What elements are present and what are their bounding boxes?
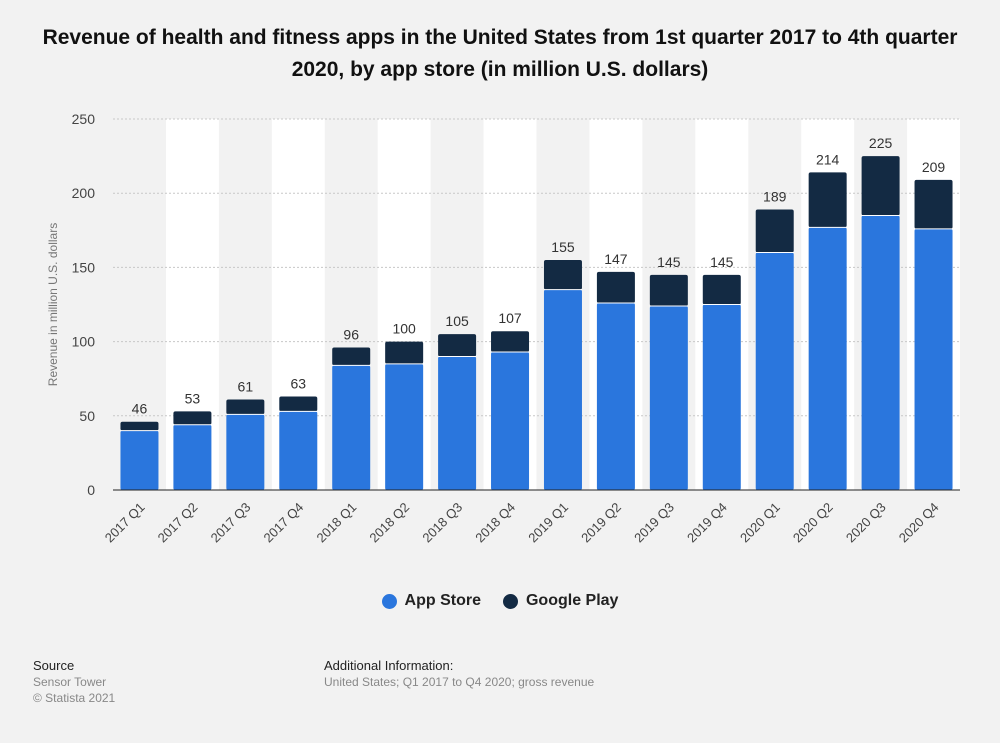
bar-google-play xyxy=(438,334,477,357)
bar-google-play xyxy=(755,209,794,253)
bar-total-label: 155 xyxy=(551,239,575,255)
y-tick-label: 50 xyxy=(79,408,95,424)
bar-total-label: 214 xyxy=(816,151,840,167)
bar-app-store xyxy=(173,424,212,490)
chart-svg: 0 50 100 150 200 250 Revenue in million U.S. d… xyxy=(46,111,960,546)
x-tick-label: 2018 Q1 xyxy=(313,500,359,546)
bar-total-label: 96 xyxy=(343,327,359,343)
bar-google-play xyxy=(332,347,371,366)
source-block: Source Sensor Tower © Statista 2021 xyxy=(33,658,115,706)
bar-app-store xyxy=(226,414,265,490)
legend-label-google-play: Google Play xyxy=(525,592,619,609)
y-tick-label: 0 xyxy=(87,482,95,498)
x-tick-label: 2020 Q1 xyxy=(737,500,783,546)
bar-app-store xyxy=(385,363,424,490)
chart-title: Revenue of health and fitness apps in th… xyxy=(42,26,958,81)
source-heading: Source xyxy=(33,658,75,673)
additional-info-text: United States; Q1 2017 to Q4 2020; gross… xyxy=(324,675,595,689)
x-tick-label: 2019 Q1 xyxy=(525,500,571,546)
bar-google-play xyxy=(861,156,900,216)
bar-app-store xyxy=(596,303,635,490)
bar-google-play xyxy=(649,274,688,306)
y-tick-label: 150 xyxy=(72,259,96,275)
bar-google-play xyxy=(914,179,953,229)
legend-item-app-store[interactable]: App Store xyxy=(381,592,481,610)
bar-google-play xyxy=(596,271,635,304)
legend-swatch-app-store xyxy=(381,593,397,609)
bar-app-store xyxy=(543,289,582,490)
bar-total-label: 105 xyxy=(445,313,469,329)
legend-label-app-store: App Store xyxy=(404,592,481,609)
x-tick-label: 2020 Q2 xyxy=(790,500,836,546)
x-tick-label: 2019 Q4 xyxy=(684,500,730,546)
bar-google-play xyxy=(543,259,582,290)
bar-total-label: 46 xyxy=(132,401,148,417)
bar-google-play xyxy=(120,421,159,431)
y-axis-label: Revenue in million U.S. dollars xyxy=(46,223,60,386)
bar-total-label: 147 xyxy=(604,251,628,267)
bar-app-store xyxy=(649,305,688,490)
bar-google-play xyxy=(279,396,318,412)
y-tick-label: 200 xyxy=(72,185,96,201)
x-tick-label: 2017 Q2 xyxy=(155,500,201,546)
x-tick-label: 2018 Q3 xyxy=(419,500,465,546)
bar-app-store xyxy=(279,411,318,490)
bar-app-store xyxy=(120,430,159,490)
y-tick-label: 100 xyxy=(72,334,96,350)
bar-google-play xyxy=(808,172,847,228)
x-tick-label: 2017 Q3 xyxy=(208,500,254,546)
legend: App Store Google Play xyxy=(0,592,1000,610)
bar-app-store xyxy=(438,356,477,490)
bar-app-store xyxy=(491,351,530,490)
bar-app-store xyxy=(332,365,371,490)
x-tick-label: 2020 Q4 xyxy=(896,500,942,546)
bar-app-store xyxy=(861,215,900,490)
bar-app-store xyxy=(755,252,794,490)
x-tick-label: 2018 Q4 xyxy=(472,500,518,546)
x-tick-label: 2018 Q2 xyxy=(366,500,412,546)
bar-total-label: 145 xyxy=(710,254,734,270)
bar-total-label: 209 xyxy=(922,159,946,175)
bar-total-label: 63 xyxy=(290,376,306,392)
y-tick-label: 250 xyxy=(72,111,96,127)
x-tick-label: 2020 Q3 xyxy=(843,500,889,546)
legend-swatch-google-play xyxy=(502,593,518,609)
x-tick-label: 2019 Q2 xyxy=(578,500,624,546)
bar-google-play xyxy=(702,274,741,305)
x-tick-label: 2017 Q4 xyxy=(261,500,307,546)
additional-info-block: Additional Information: United States; Q… xyxy=(324,658,594,690)
x-tick-label: 2019 Q3 xyxy=(631,500,677,546)
source-line-2[interactable]: © Statista 2021 xyxy=(33,691,116,705)
x-tick-label: 2017 Q1 xyxy=(102,500,148,546)
bar-google-play xyxy=(173,411,212,425)
bar-total-label: 100 xyxy=(392,321,416,337)
bar-total-label: 107 xyxy=(498,310,522,326)
bar-total-label: 225 xyxy=(869,135,893,151)
bar-app-store xyxy=(914,228,953,491)
bar-google-play xyxy=(385,341,424,364)
bar-total-label: 189 xyxy=(763,189,787,205)
bar-total-label: 61 xyxy=(238,378,254,394)
bar-app-store xyxy=(702,304,741,490)
additional-info-heading: Additional Information: xyxy=(324,658,454,673)
bar-total-label: 145 xyxy=(657,254,681,270)
legend-item-google-play[interactable]: Google Play xyxy=(502,592,619,610)
bar-app-store xyxy=(808,227,847,490)
bar-total-label: 53 xyxy=(185,390,201,406)
source-line-1[interactable]: Sensor Tower xyxy=(33,675,107,689)
bar-google-play xyxy=(226,399,265,415)
bar-google-play xyxy=(491,331,530,352)
